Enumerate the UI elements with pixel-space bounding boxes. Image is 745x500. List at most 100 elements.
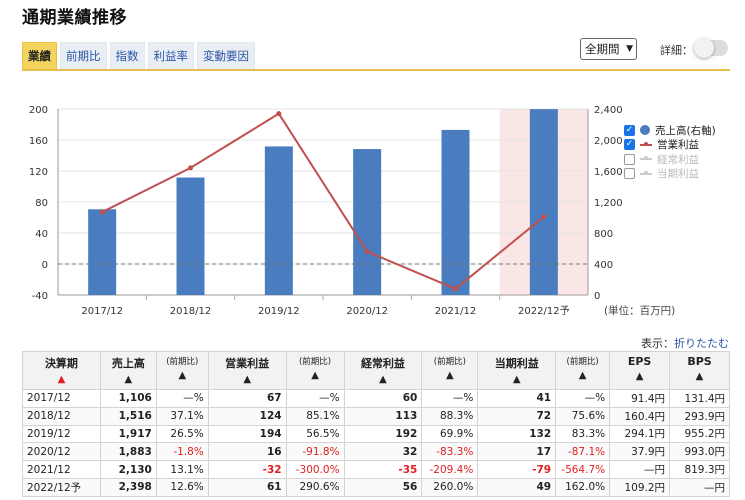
legend-item-operating-profit[interactable]: ✓ 営業利益 [624, 138, 716, 153]
table-cell: -83.3% [421, 442, 479, 462]
legend-label-net-profit: 当期利益 [657, 168, 699, 181]
header-operating-yoy[interactable]: (前期比) ▲ [285, 351, 345, 390]
legend-item-sales[interactable]: ✓ 売上高(右軸) [624, 123, 716, 138]
table-cell: —円 [609, 460, 671, 479]
header-sales-yoy[interactable]: (前期比) ▲ [155, 351, 209, 390]
point-operating-profit [364, 249, 370, 255]
header-bps[interactable]: BPS ▲ [669, 351, 730, 390]
table-cell: 124 [207, 406, 287, 426]
table-cell: 83.3% [555, 424, 611, 444]
table-cell: 26.5% [155, 424, 209, 444]
sort-up-icon[interactable]: ▲ [57, 374, 66, 385]
point-operating-profit [541, 214, 547, 220]
sort-up-icon[interactable]: ▲ [695, 371, 704, 382]
sort-up-icon[interactable]: ▲ [178, 370, 187, 381]
display-label: 表示： [641, 337, 674, 350]
left-tick-label: 120 [29, 167, 48, 178]
detail-toggle[interactable] [694, 38, 728, 58]
table-cell: 56.5% [285, 424, 345, 444]
header-net-yoy[interactable]: (前期比) ▲ [555, 351, 611, 390]
right-tick-label: 400 [594, 260, 613, 271]
bar-sales [88, 209, 117, 295]
header-net-profit[interactable]: 当期利益 ▲ [477, 351, 557, 390]
table-cell: -300.0% [285, 460, 345, 479]
legend-checkbox-operating-profit[interactable]: ✓ [624, 139, 635, 151]
table-cell-period: 2019/12 [22, 424, 101, 444]
header-ordinary-profit[interactable]: 経常利益 ▲ [343, 351, 423, 390]
sort-up-icon[interactable]: ▲ [311, 370, 319, 381]
tab-underline [22, 69, 730, 71]
display-toggle-row: 表示：折りたたむ [641, 335, 729, 351]
right-tick-label: 2,400 [594, 105, 623, 116]
bar-sales [353, 149, 382, 295]
tab-margin[interactable]: 利益率 [147, 42, 194, 69]
table-row: 2019/12 1,917 26.5% 194 56.5% 192 69.9% 132 83.3… [22, 424, 730, 444]
tab-bar: 業績 前期比 指数 利益率 変動要因 [22, 42, 258, 69]
tab-index[interactable]: 指数 [109, 42, 145, 69]
legend-dot-icon [640, 125, 650, 136]
right-tick-label: 800 [594, 229, 613, 240]
collapse-link[interactable]: 折りたたむ [674, 337, 729, 350]
table-row: 2017/12 1,106 —% 67 —% 60 —% 41 —% 91.4円 131.4円 [22, 389, 730, 408]
table-cell: 60 [343, 389, 423, 408]
table-row: 2020/12 1,883 -1.8% 16 -91.8% 32 -83.3% 17 -87.1… [22, 442, 730, 462]
table-cell: -564.7% [555, 460, 611, 479]
tab-results[interactable]: 業績 [22, 42, 57, 69]
header-ordinary-yoy[interactable]: (前期比) ▲ [421, 351, 479, 390]
table-cell: 56 [343, 477, 423, 497]
header-operating-profit[interactable]: 営業利益 ▲ [207, 351, 287, 390]
sort-up-icon[interactable]: ▲ [635, 371, 644, 382]
table-cell: 160.4円 [609, 406, 671, 426]
table-cell: -87.1% [555, 442, 611, 462]
table-cell: -35 [343, 460, 423, 479]
sort-up-icon[interactable]: ▲ [512, 374, 521, 385]
sort-up-icon[interactable]: ▲ [124, 374, 133, 385]
header-sales[interactable]: 売上高 ▲ [99, 351, 157, 390]
table-cell: —円 [669, 477, 730, 497]
legend-checkbox-net-profit[interactable] [624, 168, 635, 180]
table-cell: 16 [207, 442, 287, 462]
right-tick-label: 0 [594, 291, 600, 302]
x-tick-label: 2018/12 [170, 306, 212, 317]
header-eps[interactable]: EPS ▲ [609, 351, 671, 390]
table-cell: —% [555, 389, 611, 408]
table-cell: 194 [207, 424, 287, 444]
period-select[interactable]: 全期間 ▼ [580, 38, 637, 60]
legend-checkbox-ordinary-profit[interactable] [624, 153, 635, 165]
sort-up-icon[interactable]: ▲ [578, 370, 587, 381]
point-operating-profit [453, 286, 458, 292]
table-cell: 162.0% [555, 477, 611, 497]
table-cell-period: 2021/12 [22, 460, 101, 479]
unit-label: (単位：百万円) [604, 305, 676, 317]
bar-sales [264, 146, 293, 295]
table-cell: 69.9% [421, 424, 479, 444]
table-cell: -1.8% [155, 442, 209, 462]
table-cell: 37.1% [155, 406, 209, 426]
table-cell: 72 [477, 406, 557, 426]
table-cell: 1,106 [99, 389, 157, 408]
table-cell: 131.4円 [669, 389, 730, 408]
table-cell: 32 [343, 442, 423, 462]
bar-sales [441, 129, 470, 295]
table-cell: -91.8% [285, 442, 345, 462]
sort-up-icon[interactable]: ▲ [243, 374, 252, 385]
table-cell-period: 2022/12予 [22, 477, 101, 497]
tab-factors[interactable]: 変動要因 [197, 42, 255, 69]
left-tick-label: -40 [32, 291, 48, 302]
tab-yoy[interactable]: 前期比 [60, 42, 107, 69]
table-cell: 67 [207, 389, 287, 408]
legend-item-ordinary-profit[interactable]: 経常利益 [624, 152, 716, 167]
sort-up-icon[interactable]: ▲ [379, 374, 387, 385]
table-cell: 955.2円 [669, 424, 730, 444]
results-table: 決算期 ▲ 売上高 ▲ (前期比) ▲ 営業利益 ▲ (前期比) ▲ 経常利益 ▲ (前期比… [22, 351, 730, 497]
toggle-knob [694, 38, 714, 58]
period-select-value: 全期間 [585, 42, 620, 56]
header-period[interactable]: 決算期 ▲ [22, 351, 101, 390]
table-row: 2022/12予 2,398 12.6% 61 290.6% 56 260.0% 49 162.… [22, 477, 730, 497]
legend-checkbox-sales[interactable]: ✓ [624, 124, 635, 136]
table-cell: 113 [343, 406, 423, 426]
table-cell: —% [285, 389, 345, 408]
sort-up-icon[interactable]: ▲ [445, 370, 454, 381]
performance-chart: 20016012080400-402,4002,0001,6001,200800… [29, 105, 623, 317]
legend-item-net-profit[interactable]: 当期利益 [624, 167, 716, 182]
